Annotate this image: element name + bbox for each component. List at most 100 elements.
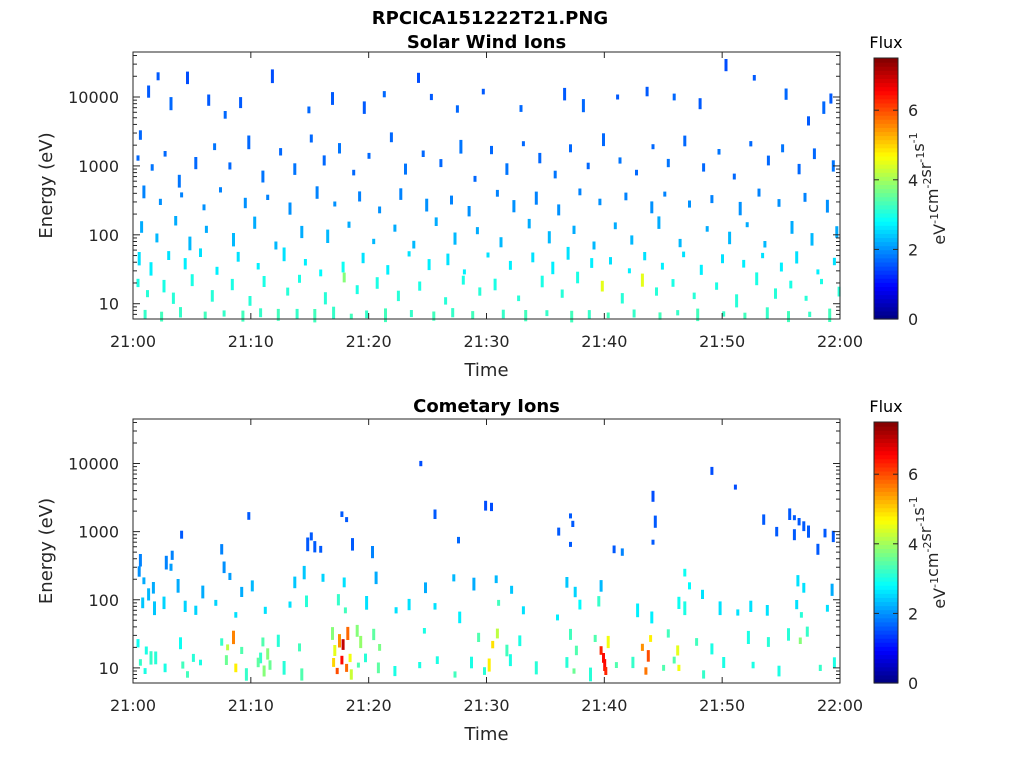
flux-pixel [143,668,147,674]
colorbar-unit-exponent: -1 [928,213,941,224]
flux-pixel [261,637,265,647]
flux-pixel [300,668,304,681]
x-axis-label: Time [463,724,508,745]
flux-pixel [816,269,820,275]
flux-pixel [372,628,376,641]
flux-pixel [266,648,270,660]
flux-pixel [784,88,788,100]
flux-pixel [137,252,141,266]
flux-pixel [644,667,648,675]
flux-pixel [393,224,397,232]
flux-pixel [802,582,806,593]
flux-pixel [735,294,739,308]
flux-pixel [574,645,578,656]
colorbar-segment [874,646,898,651]
flux-pixel [361,252,365,264]
colorbar-unit-base: eV [930,588,949,609]
flux-pixels [136,59,841,323]
flux-pixel [606,635,610,649]
flux-pixel [653,515,657,528]
flux-pixel [319,545,323,553]
colorbar-unit-exponent: -1 [914,152,927,163]
colorbar-segment [874,585,898,590]
flux-pixel [534,191,538,205]
flux-pixel [183,258,187,270]
colorbar-segment [874,168,898,173]
flux-pixel [592,241,596,250]
flux-pixel [256,263,260,270]
flux-pixel [167,251,171,260]
flux-pixel [288,601,292,608]
flux-pixel [349,313,353,320]
flux-pixel [263,606,267,614]
colorbar-segment [874,597,898,603]
flux-pixel [338,143,341,154]
flux-pixel [434,217,438,226]
flux-pixel [362,101,366,114]
colorbar-segment [874,446,898,452]
flux-pixel [728,231,732,245]
flux-pixel [293,576,297,589]
flux-pixel [188,236,192,251]
flux-pixel [671,279,675,287]
flux-pixel [677,596,681,609]
colorbar-segment [874,548,898,554]
colorbar-unit-base: s [909,507,928,515]
flux-pixel [186,71,189,85]
flux-pixel [309,134,313,143]
flux-pixel [643,252,647,261]
flux-pixel [169,563,173,571]
flux-pixel [651,144,655,150]
flux-pixel [521,606,525,615]
flux-pixel [421,150,425,157]
flux-pixel [646,650,650,662]
flux-pixel [586,162,590,170]
flux-pixel [179,307,182,318]
colorbar-segment [874,430,898,435]
flux-pixel [590,258,594,268]
colorbar-unit-base: cm [923,553,942,577]
flux-pixel [534,661,538,675]
colorbar-unit-exponent: -1 [907,496,920,507]
flux-pixel [282,247,286,262]
flux-pixel [565,657,569,668]
flux-pixel [268,660,272,670]
flux-pixel [336,594,340,606]
flux-pixel [505,644,509,657]
flux-pixel [762,514,766,525]
flux-pixel [486,252,490,258]
flux-pixel [333,201,337,207]
flux-pixel [620,293,624,304]
flux-pixel [333,645,337,656]
colorbar-segment [874,617,898,623]
colorbar-unit-base: eV [930,224,949,245]
x-tick-label: 21:10 [228,332,274,351]
flux-pixel [303,259,307,266]
flux-pixel [508,260,512,270]
colorbar-segment [874,576,898,582]
flux-pixel [204,225,208,233]
flux-pixel [557,527,561,536]
colorbar-tick-label: 6 [908,465,918,484]
flux-pixel [162,596,166,610]
flux-pixel [151,582,155,594]
x-tick-label: 21:20 [346,332,392,351]
flux-pixel [240,646,244,654]
flux-pixel [181,661,185,669]
flux-pixel [487,658,491,672]
flux-pixel [349,669,353,680]
flux-pixel [683,135,687,147]
flux-pixel [593,634,597,642]
colorbar-segment [874,98,898,104]
flux-pixel [724,59,728,72]
colorbar-segment [874,458,898,464]
colorbar-segment [874,180,898,186]
flux-pixel [518,635,522,647]
flux-pixel [766,637,770,647]
flux-pixel [663,191,667,197]
flux-pixel [573,586,577,598]
flux-pixel [494,575,498,584]
flux-pixel [803,192,807,202]
y-tick-label: 10000 [68,455,119,474]
